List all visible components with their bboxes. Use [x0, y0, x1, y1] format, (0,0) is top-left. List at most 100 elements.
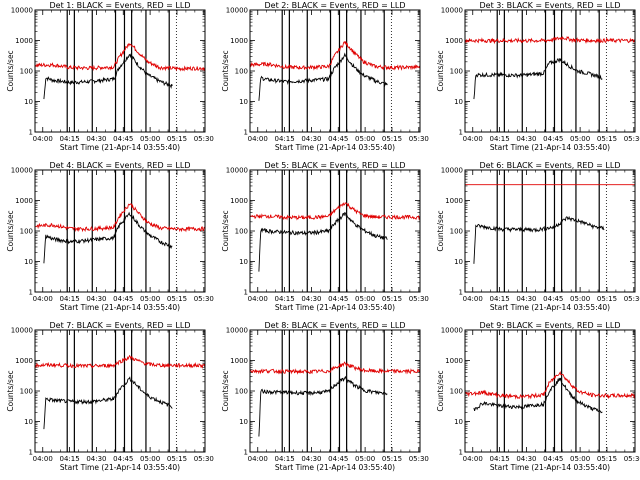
y-tick-label: 10 — [454, 418, 463, 426]
x-tick-label: 04:30 — [516, 135, 536, 143]
series-line-events — [258, 52, 388, 101]
y-tick-label: 10000 — [441, 167, 463, 175]
y-axis-label: Counts/sec — [436, 210, 445, 251]
x-tick-label: 04:30 — [516, 295, 536, 303]
x-tick-label: 04:00 — [33, 135, 53, 143]
y-tick-label: 1 — [29, 289, 33, 297]
y-tick-label: 10000 — [226, 7, 248, 15]
y-tick-label: 1 — [244, 289, 248, 297]
plot-frame — [464, 9, 636, 133]
x-tick-label: 04:00 — [248, 455, 268, 463]
y-tick-label: 10000 — [226, 327, 248, 335]
x-tick-label: 05:30 — [409, 455, 429, 463]
x-axis-label: Start Time (21-Apr-14 03:55:40) — [490, 463, 610, 472]
series-line-events — [258, 375, 388, 437]
x-tick-label: 04:15 — [59, 135, 79, 143]
y-axis-label: Counts/sec — [6, 210, 15, 251]
x-tick-label: 04:30 — [301, 135, 321, 143]
y-tick-label: 100 — [450, 388, 463, 396]
panel-title: Det 1: BLACK = Events, RED = LLD — [50, 1, 191, 10]
x-tick-label: 04:30 — [86, 455, 106, 463]
series-line-events — [473, 215, 605, 264]
y-axis-label: Counts/sec — [6, 370, 15, 411]
y-tick-label: 10 — [24, 258, 33, 266]
x-tick-label: 05:00 — [355, 455, 375, 463]
x-axis-label: Start Time (21-Apr-14 03:55:40) — [60, 143, 180, 152]
series-line-lld — [249, 361, 421, 375]
x-tick-label: 05:30 — [194, 455, 214, 463]
x-tick-label: 05:15 — [167, 455, 187, 463]
x-tick-label: 04:45 — [328, 135, 348, 143]
series-line-lld — [249, 202, 421, 221]
x-tick-label: 04:15 — [489, 295, 509, 303]
x-tick-label: 04:00 — [33, 295, 53, 303]
series-line-lld — [464, 370, 636, 400]
y-tick-label: 10 — [24, 418, 33, 426]
x-tick-label: 04:30 — [86, 135, 106, 143]
chart-panel-6: Det 6: BLACK = Events, RED = LLD 1 10 100 10… — [436, 161, 640, 312]
y-axis-label: Counts/sec — [436, 370, 445, 411]
x-axis-label: Start Time (21-Apr-14 03:55:40) — [490, 143, 610, 152]
x-tick-label: 04:30 — [86, 295, 106, 303]
y-tick-label: 1 — [29, 129, 33, 137]
x-tick-label: 04:15 — [274, 455, 294, 463]
chart-panel-2: Det 2: BLACK = Events, RED = LLD 1 10 100 10… — [221, 1, 429, 152]
y-tick-label: 10 — [239, 98, 248, 106]
y-tick-label: 10000 — [441, 7, 463, 15]
x-tick-label: 04:00 — [248, 295, 268, 303]
x-tick-label: 04:45 — [328, 295, 348, 303]
x-tick-label: 05:15 — [167, 295, 187, 303]
panel-title: Det 3: BLACK = Events, RED = LLD — [480, 1, 621, 10]
y-tick-label: 1000 — [15, 357, 33, 365]
y-tick-label: 10000 — [11, 327, 33, 335]
panel-title: Det 5: BLACK = Events, RED = LLD — [265, 161, 406, 170]
y-tick-label: 1000 — [15, 197, 33, 205]
x-tick-label: 05:30 — [409, 295, 429, 303]
chart-panel-7: Det 7: BLACK = Events, RED = LLD 1 10 100 10… — [6, 321, 214, 472]
x-tick-label: 04:30 — [301, 455, 321, 463]
series-line-lld — [34, 42, 206, 72]
series-line-lld — [249, 41, 421, 71]
y-tick-label: 10 — [454, 98, 463, 106]
chart-panel-4: Det 4: BLACK = Events, RED = LLD 1 10 100 10… — [6, 161, 214, 312]
y-tick-label: 1000 — [445, 37, 463, 45]
y-axis-label: Counts/sec — [221, 210, 230, 251]
chart-panel-5: Det 5: BLACK = Events, RED = LLD 1 10 100 10… — [221, 161, 429, 312]
series-line-lld — [464, 35, 636, 45]
y-axis-label: Counts/sec — [221, 50, 230, 91]
series-line-events — [43, 376, 173, 430]
x-tick-label: 05:15 — [382, 135, 402, 143]
plot-frame — [34, 329, 206, 453]
y-tick-label: 1 — [459, 289, 463, 297]
chart-panel-9: Det 9: BLACK = Events, RED = LLD 1 10 100 10… — [436, 321, 640, 472]
series-line-events — [43, 53, 173, 100]
x-tick-label: 04:15 — [59, 455, 79, 463]
x-axis-label: Start Time (21-Apr-14 03:55:40) — [60, 303, 180, 312]
y-tick-label: 10 — [24, 98, 33, 106]
y-axis-label: Counts/sec — [436, 50, 445, 91]
x-axis-label: Start Time (21-Apr-14 03:55:40) — [275, 463, 395, 472]
panel-title: Det 6: BLACK = Events, RED = LLD — [480, 161, 621, 170]
x-tick-label: 04:15 — [489, 135, 509, 143]
x-tick-label: 05:00 — [355, 135, 375, 143]
x-tick-label: 05:00 — [140, 455, 160, 463]
x-tick-label: 05:15 — [597, 455, 617, 463]
x-tick-label: 05:15 — [167, 135, 187, 143]
y-tick-label: 1 — [459, 449, 463, 457]
plot-frame — [249, 9, 421, 133]
x-tick-label: 05:15 — [382, 295, 402, 303]
chart-panel-1: Det 1: BLACK = Events, RED = LLD 1 10 100 10… — [6, 1, 214, 152]
y-tick-label: 100 — [450, 228, 463, 236]
x-tick-label: 05:30 — [409, 135, 429, 143]
x-axis-label: Start Time (21-Apr-14 03:55:40) — [275, 303, 395, 312]
x-tick-label: 05:30 — [194, 295, 214, 303]
y-tick-label: 100 — [20, 68, 33, 76]
x-tick-label: 04:00 — [248, 135, 268, 143]
plot-frame — [464, 329, 636, 453]
y-tick-label: 10000 — [226, 167, 248, 175]
x-tick-label: 05:30 — [624, 135, 640, 143]
plot-frame — [249, 329, 421, 453]
y-tick-label: 1 — [29, 449, 33, 457]
y-tick-label: 1000 — [230, 37, 248, 45]
